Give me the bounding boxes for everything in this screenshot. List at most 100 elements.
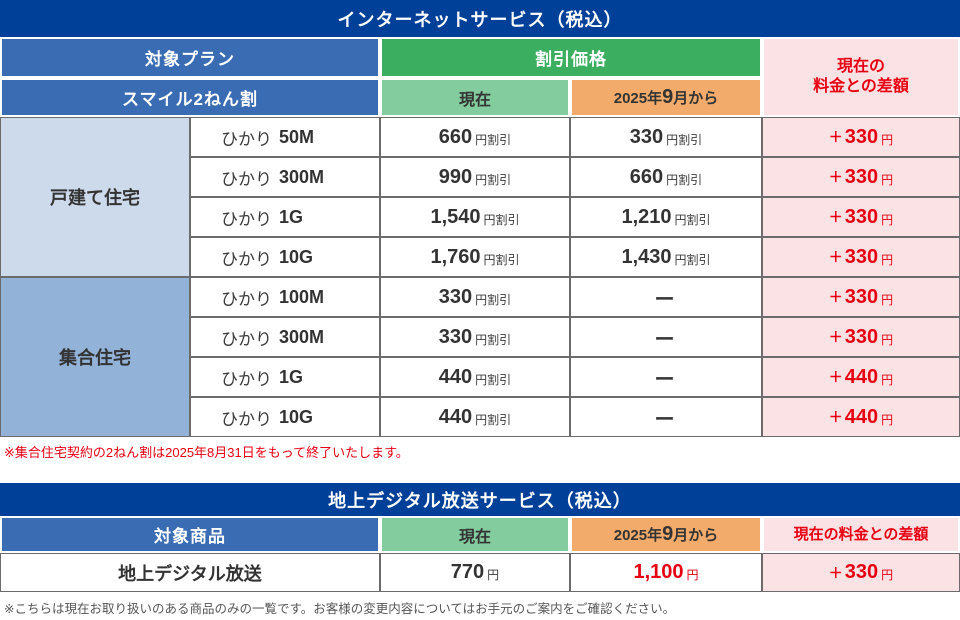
diff-value: 330 — [844, 125, 879, 148]
sept-discount-value: ー — [654, 368, 675, 391]
diff-sign: ＋ — [828, 209, 843, 225]
sept-discount-value: 1,430 — [621, 245, 672, 268]
price-diff-cell: ＋ 330 円 — [762, 277, 960, 317]
price-diff-cell: ＋ 330 円 — [762, 157, 960, 197]
diff-unit: 円 — [881, 252, 894, 267]
current-discount-unit: 円割引 — [475, 372, 512, 387]
sept-discount-unit: 円割引 — [666, 132, 703, 147]
diff-value: 440 — [844, 365, 879, 388]
plan-cell: ひかり 100M — [190, 277, 380, 317]
sept-discount-cell: ー — [570, 357, 762, 397]
plan-prefix: ひかり — [221, 329, 272, 349]
current-discount-unit: 円割引 — [483, 212, 520, 227]
current-discount-cell: 660 円割引 — [380, 117, 570, 157]
current-discount-unit: 円割引 — [483, 252, 520, 267]
current-price-value: 770 — [450, 561, 485, 583]
plan-cell: ひかり 50M — [190, 117, 380, 157]
plan-prefix: ひかり — [221, 409, 272, 429]
current-discount-cell: 440 円割引 — [380, 397, 570, 437]
current-discount-unit: 円割引 — [475, 412, 512, 427]
diff-unit: 円 — [881, 568, 894, 582]
header-product: 対象商品 — [0, 516, 380, 553]
sept-year: 2025年 — [613, 90, 663, 107]
diff-unit: 円 — [881, 292, 894, 307]
diff-sign: ＋ — [828, 249, 843, 265]
plan-speed: 100M — [279, 286, 325, 307]
sept-discount-unit: 円割引 — [666, 172, 703, 187]
header-plan-name: スマイル2ねん割 — [0, 78, 380, 117]
price-diff-cell: ＋ 330 円 — [762, 553, 960, 592]
current-discount-cell: 1,760 円割引 — [380, 237, 570, 277]
header-current: 現在 — [380, 78, 570, 117]
price-diff-line2: 料金との差額 — [813, 78, 909, 95]
sept-price-cell: 1,100 円 — [570, 553, 762, 592]
plan-prefix: ひかり — [221, 129, 272, 149]
diff-value: 330 — [844, 165, 879, 188]
diff-unit: 円 — [881, 212, 894, 227]
sept-discount-cell: ー — [570, 277, 762, 317]
plan-speed: 10G — [279, 406, 314, 427]
price-diff-cell: ＋ 440 円 — [762, 357, 960, 397]
current-discount-value: 330 — [438, 285, 473, 308]
current-discount-unit: 円割引 — [475, 292, 512, 307]
diff-value: 440 — [844, 405, 879, 428]
plan-cell: ひかり 1G — [190, 357, 380, 397]
diff-unit: 円 — [881, 412, 894, 427]
sept-month-number: 9 — [662, 523, 674, 545]
sept-discount-value: ー — [654, 408, 675, 431]
sept-discount-cell: ー — [570, 317, 762, 357]
plan-speed: 10G — [279, 246, 314, 267]
internet-service-title: インターネットサービス（税込） — [0, 0, 960, 37]
plan-prefix: ひかり — [221, 209, 272, 229]
internet-service-table: 対象プラン 割引価格 現在の 料金との差額 スマイル2ねん割 現在 2025年 9… — [0, 37, 960, 437]
sept-discount-value: ー — [654, 288, 675, 311]
price-diff-cell: ＋ 330 円 — [762, 117, 960, 157]
price-diff-line1: 現在の — [836, 58, 885, 75]
sept-discount-cell: 1,430 円割引 — [570, 237, 762, 277]
current-discount-cell: 990 円割引 — [380, 157, 570, 197]
sept-discount-cell: 660 円割引 — [570, 157, 762, 197]
sept-discount-unit: 円割引 — [674, 212, 711, 227]
sept-year: 2025年 — [613, 527, 663, 544]
plan-speed: 50M — [279, 126, 315, 147]
sept-discount-cell: ー — [570, 397, 762, 437]
header-from-sept: 2025年 9 月から — [570, 516, 762, 553]
sept-discount-value: 330 — [629, 125, 664, 148]
diff-sign: ＋ — [828, 409, 843, 425]
sept-discount-cell: 330 円割引 — [570, 117, 762, 157]
header-price-diff: 現在の料金との差額 — [762, 516, 960, 553]
sept-discount-cell: 1,210 円割引 — [570, 197, 762, 237]
plan-cell: ひかり 10G — [190, 237, 380, 277]
sept-month-number: 9 — [662, 86, 674, 108]
diff-value: 330 — [844, 205, 879, 228]
header-from-sept: 2025年 9 月から — [570, 78, 762, 117]
sept-discount-value: ー — [654, 328, 675, 351]
digital-broadcast-title: 地上デジタル放送サービス（税込） — [0, 483, 960, 516]
header-price-diff: 現在の 料金との差額 — [762, 37, 960, 117]
plan-speed: 1G — [279, 206, 304, 227]
current-discount-cell: 1,540 円割引 — [380, 197, 570, 237]
header-discount-price: 割引価格 — [380, 37, 762, 78]
diff-unit: 円 — [881, 372, 894, 387]
header-current: 現在 — [380, 516, 570, 553]
diff-value: 330 — [844, 285, 879, 308]
plan-speed: 300M — [279, 166, 325, 187]
current-discount-cell: 330 円割引 — [380, 277, 570, 317]
sept-discount-value: 1,210 — [621, 205, 672, 228]
current-discount-unit: 円割引 — [475, 172, 512, 187]
digital-broadcast-table: 対象商品 現在 2025年 9 月から 現在の料金との差額 地上デジタル放送 770… — [0, 516, 960, 592]
plan-cell: ひかり 300M — [190, 157, 380, 197]
apartment-plan-end-note: ※集合住宅契約の2ねん割は2025年8月31日をもって終了いたします。 — [4, 445, 409, 460]
diff-value: 330 — [844, 245, 879, 268]
diff-sign: ＋ — [828, 564, 843, 581]
plan-speed: 300M — [279, 326, 325, 347]
current-discount-unit: 円割引 — [475, 132, 512, 147]
sept-discount-unit: 円割引 — [674, 252, 711, 267]
sept-rest: 月から — [673, 527, 719, 544]
current-discount-value: 990 — [438, 165, 473, 188]
price-diff-cell: ＋ 440 円 — [762, 397, 960, 437]
plan-prefix: ひかり — [221, 249, 272, 269]
plan-prefix: ひかり — [221, 169, 272, 189]
sept-price-unit: 円 — [686, 568, 699, 582]
